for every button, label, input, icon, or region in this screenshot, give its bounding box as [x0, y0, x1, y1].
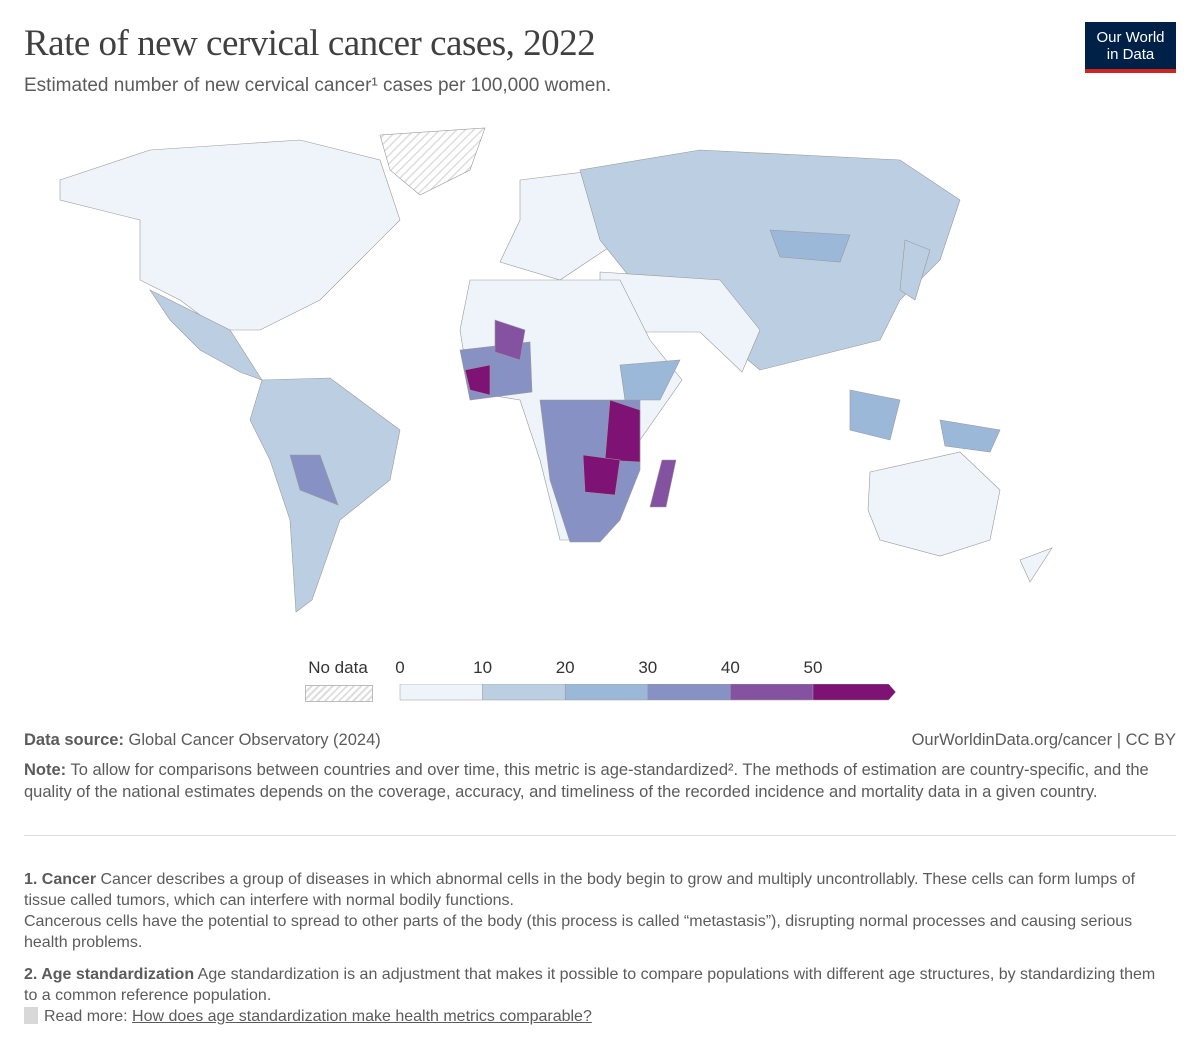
region-horn-of-africa[interactable] — [619, 359, 681, 401]
region-papua-new-guinea[interactable] — [939, 419, 1001, 453]
source-label: Data source: — [24, 731, 124, 749]
legend-tick-label: 40 — [720, 658, 740, 677]
footnote-text: Cancer describes a group of diseases in … — [24, 871, 1136, 909]
region-guinea[interactable] — [464, 364, 491, 396]
region-mali[interactable] — [494, 319, 526, 361]
region-north-america[interactable] — [59, 139, 401, 331]
legend-tick-label: 20 — [555, 658, 575, 677]
legend-bar — [399, 684, 896, 701]
footnote-label: 1. Cancer — [24, 871, 97, 888]
read-more-label: Read more: — [44, 1008, 128, 1025]
footnote-label: 2. Age standardization — [24, 966, 195, 983]
chart-title: Rate of new cervical cancer cases, 2022 — [24, 23, 596, 64]
owid-logo[interactable]: Our World in Data — [1085, 22, 1176, 73]
legend-bin[interactable] — [482, 684, 566, 701]
region-tanzania-malawi[interactable] — [604, 399, 641, 463]
world-map — [59, 127, 1053, 613]
legend-bin[interactable] — [730, 684, 814, 701]
chart-subtitle: Estimated number of new cervical cancer¹… — [24, 75, 612, 96]
region-japan[interactable] — [899, 239, 931, 301]
logo-line2: in Data — [1106, 46, 1155, 63]
region-mexico-central-america[interactable] — [149, 289, 263, 381]
footnote-2: 2. Age standardization Age standardizati… — [24, 964, 1164, 1027]
no-data-label: No data — [308, 658, 368, 677]
legend-tick-label: 50 — [803, 658, 823, 677]
note-label: Note: — [24, 761, 67, 779]
region-zimbabwe-zambia[interactable] — [582, 454, 621, 496]
source-text: Global Cancer Observatory (2024) — [128, 731, 381, 749]
note: Note: To allow for comparisons between c… — [24, 759, 1164, 803]
source-url[interactable]: OurWorldinData.org/cancer | CC BY — [911, 731, 1176, 749]
divider — [24, 835, 1176, 836]
region-indonesia[interactable] — [849, 389, 901, 441]
legend-bin[interactable] — [812, 684, 896, 701]
legend-tick-label: 30 — [638, 658, 658, 677]
legend-bin[interactable] — [564, 684, 649, 701]
read-more-link[interactable]: How does age standardization make health… — [132, 1008, 592, 1025]
footnote-text: Age standardization is an adjustment tha… — [24, 966, 1156, 1004]
region-mongolia[interactable] — [769, 229, 851, 263]
document-icon — [24, 1007, 38, 1024]
region-australia[interactable] — [867, 451, 1001, 557]
region-madagascar[interactable] — [649, 459, 677, 508]
logo-line1: Our World — [1096, 29, 1165, 46]
region-greenland[interactable] — [379, 127, 486, 196]
legend-tick-label: 0 — [395, 658, 405, 677]
region-new-zealand[interactable] — [1019, 547, 1053, 583]
footnote-text-2: Cancerous cells have the potential to sp… — [24, 913, 1133, 951]
no-data-swatch — [305, 685, 373, 702]
note-text: To allow for comparisons between countri… — [24, 761, 1149, 801]
data-source: Data source: Global Cancer Observatory (… — [24, 731, 381, 750]
footnote-1: 1. Cancer Cancer describes a group of di… — [24, 869, 1164, 953]
color-legend: No data 0 10 20 30 40 50 — [0, 655, 1200, 705]
legend-tick-label: 10 — [473, 658, 493, 677]
region-bolivia-paraguay[interactable] — [289, 454, 339, 506]
legend-bin[interactable] — [647, 684, 731, 701]
legend-bin[interactable] — [399, 684, 483, 701]
